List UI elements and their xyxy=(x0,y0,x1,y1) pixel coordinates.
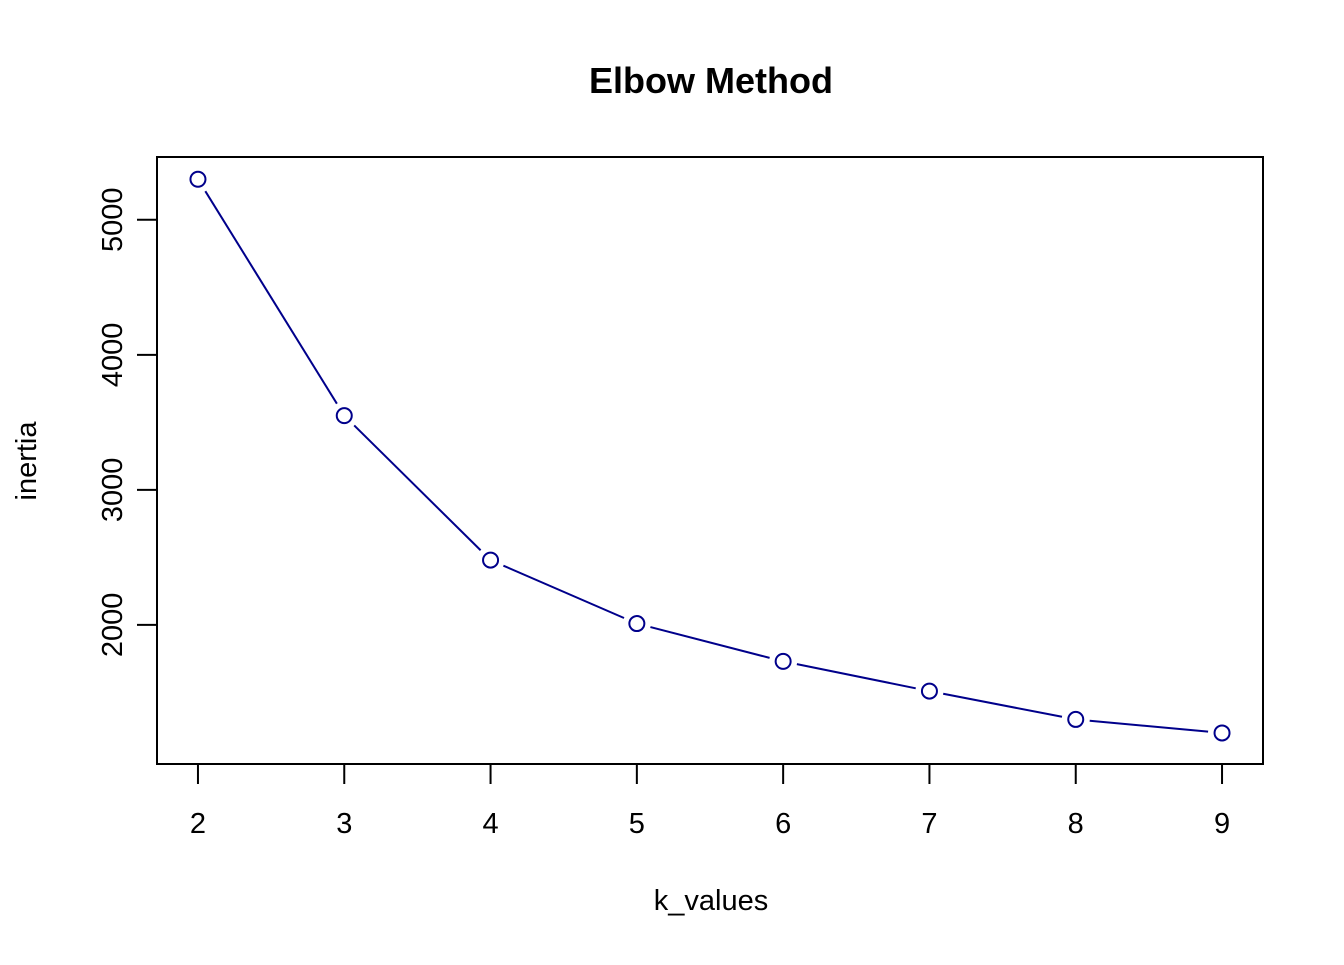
x-tick-label: 4 xyxy=(482,808,498,840)
chart-title: Elbow Method xyxy=(589,60,833,101)
series-segment xyxy=(204,190,338,405)
x-axis-label: k_values xyxy=(654,885,768,917)
y-tick-label: 4000 xyxy=(97,323,129,388)
x-tick-label: 9 xyxy=(1214,808,1230,840)
series-segment xyxy=(353,424,482,551)
y-tick-label: 5000 xyxy=(97,188,129,253)
x-axis: 2 3 4 5 6 7 8 9 xyxy=(190,763,1230,840)
series-segment xyxy=(942,692,1063,718)
data-point xyxy=(628,615,646,633)
data-point xyxy=(1213,724,1231,742)
y-tick-label: 2000 xyxy=(97,593,129,658)
y-axis-label: inertia xyxy=(11,421,43,501)
x-tick-label: 6 xyxy=(775,808,791,840)
plot-frame xyxy=(156,156,1264,765)
data-point xyxy=(1067,710,1085,728)
series-segment xyxy=(796,663,916,690)
y-axis: 2000 3000 4000 5000 xyxy=(97,188,158,658)
y-tick-label: 3000 xyxy=(97,458,129,523)
series-segment xyxy=(650,626,770,659)
series-segment xyxy=(503,564,625,619)
x-tick-label: 5 xyxy=(629,808,645,840)
x-tick-label: 3 xyxy=(336,808,352,840)
data-point xyxy=(189,170,207,188)
data-point xyxy=(335,407,353,425)
series-segment xyxy=(1089,719,1209,733)
data-point xyxy=(774,652,792,670)
series-layer xyxy=(189,170,1231,742)
x-tick-label: 8 xyxy=(1068,808,1084,840)
data-point xyxy=(920,682,938,700)
data-point xyxy=(482,551,500,569)
x-tick-label: 7 xyxy=(921,808,937,840)
x-tick-label: 2 xyxy=(190,808,206,840)
